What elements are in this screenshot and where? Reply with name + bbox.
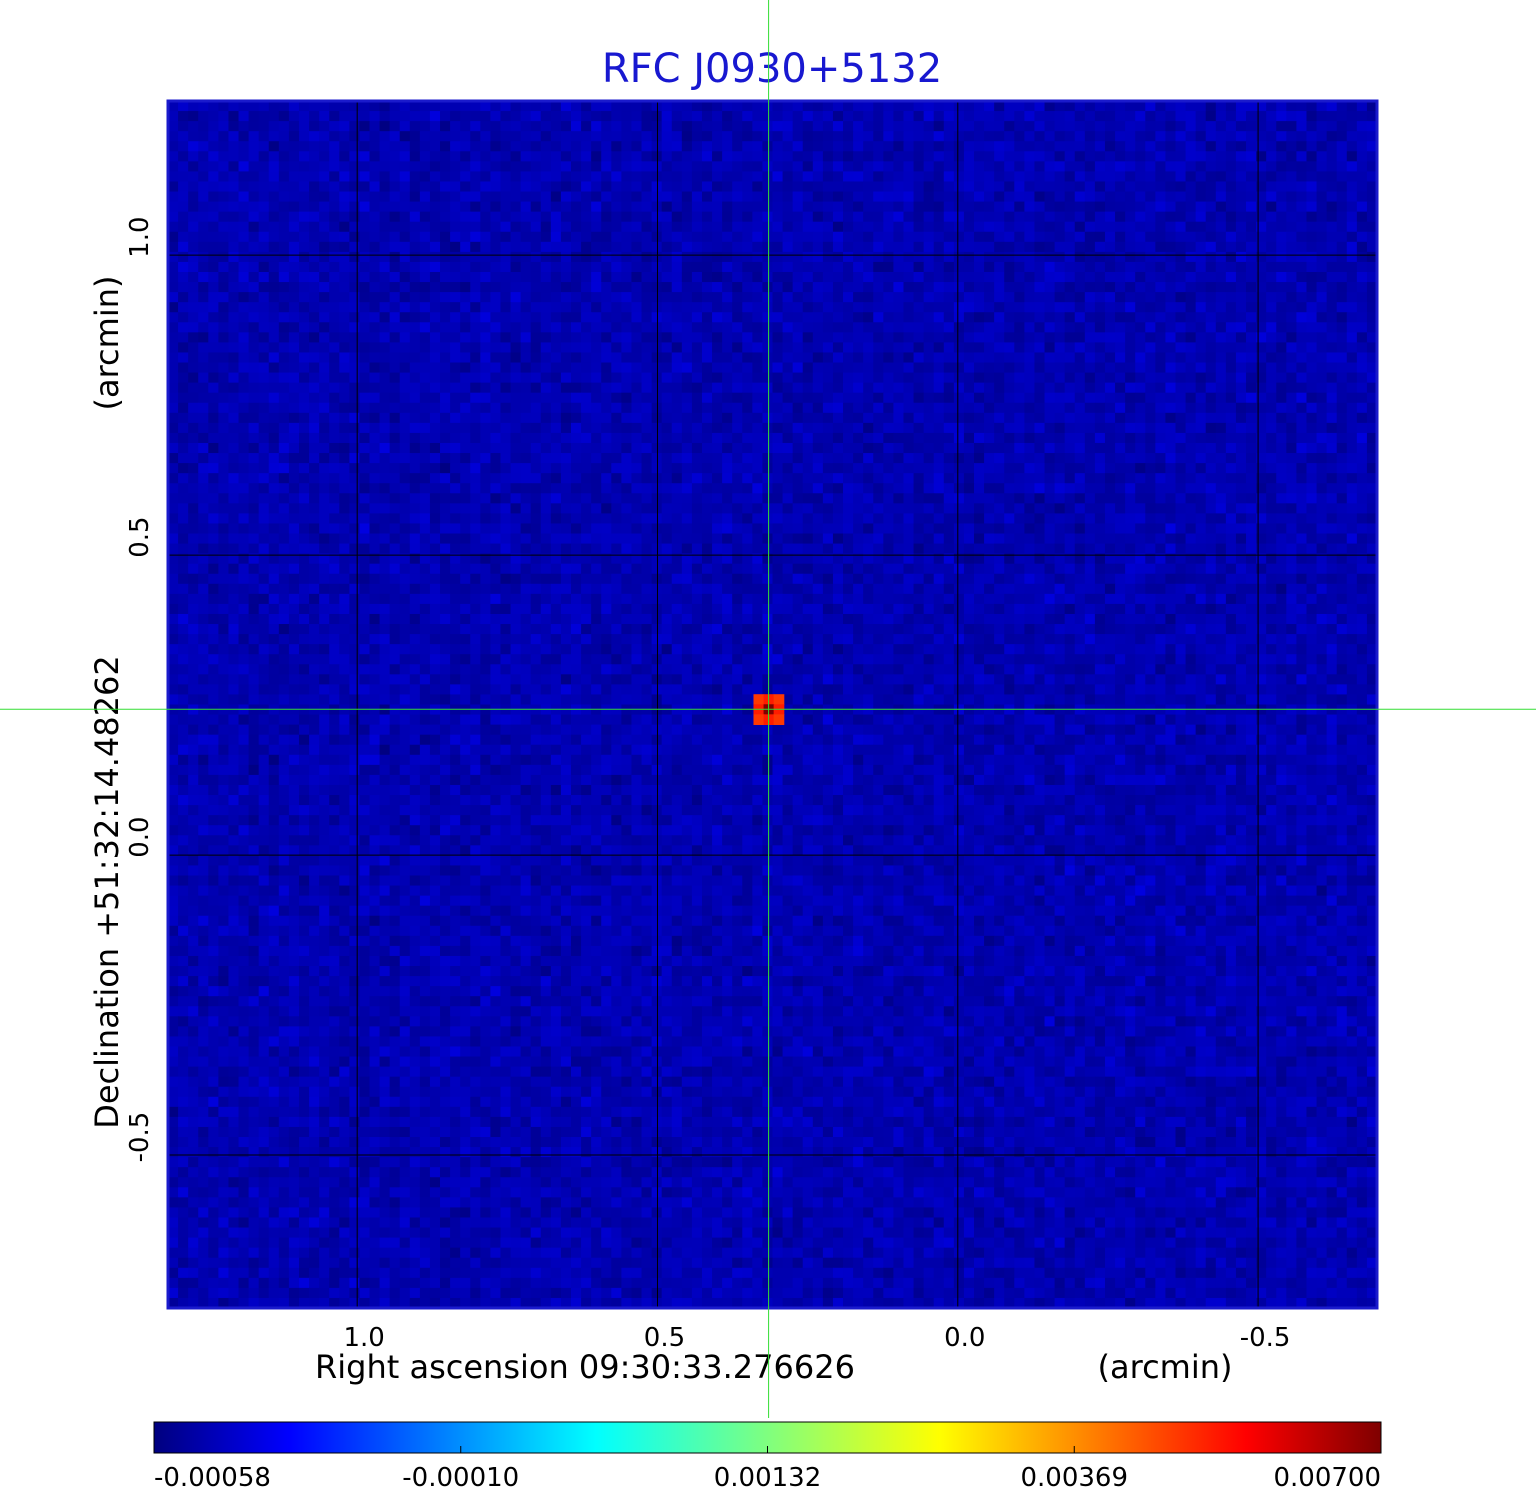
source-crosshair <box>0 0 1536 1418</box>
y-tick-label: 1.0 <box>125 216 155 257</box>
y-axis-label: Declination +51:32:14.48262 <box>88 655 126 1129</box>
y-tick-labels: 1.0 0.5 0.0 -0.5 <box>125 216 155 1162</box>
colorbar-ticks: -0.00058 -0.00010 0.00132 0.00369 0.00700 <box>153 1446 1382 1493</box>
source-pixel <box>773 694 785 705</box>
colorbar-tick-label: -0.00058 <box>154 1463 271 1493</box>
x-axis-label: Right ascension 09:30:33.276626 <box>315 1348 855 1386</box>
x-axis-unit: (arcmin) <box>1098 1348 1233 1386</box>
colorbar-tick-label: 0.00369 <box>1020 1463 1128 1493</box>
source-pixel <box>753 694 765 705</box>
colorbar-tick-label: -0.00010 <box>402 1463 519 1493</box>
x-tick-label: 0.0 <box>944 1323 985 1353</box>
x-tick-labels: 1.0 0.5 0.0 -0.5 <box>344 1323 1291 1353</box>
x-tick-label: -0.5 <box>1240 1323 1291 1353</box>
x-tick-label: 0.5 <box>644 1323 685 1353</box>
chart-title: RFC J0930+5132 <box>602 46 942 92</box>
y-tick-label: -0.5 <box>125 1112 155 1163</box>
y-tick-label: 0.0 <box>125 816 155 857</box>
source-pixel <box>753 714 765 725</box>
colorbar-tick-label: 0.00132 <box>714 1463 822 1493</box>
intensity-map <box>168 101 1378 1309</box>
y-axis-unit: (arcmin) <box>88 276 126 411</box>
colorbar-tick-label: 0.00700 <box>1273 1463 1381 1493</box>
y-tick-label: 0.5 <box>125 516 155 557</box>
source-pixel <box>773 714 785 725</box>
plot-frame <box>166 99 1379 1310</box>
x-tick-label: 1.0 <box>344 1323 385 1353</box>
coordinate-grid <box>168 101 1377 1308</box>
